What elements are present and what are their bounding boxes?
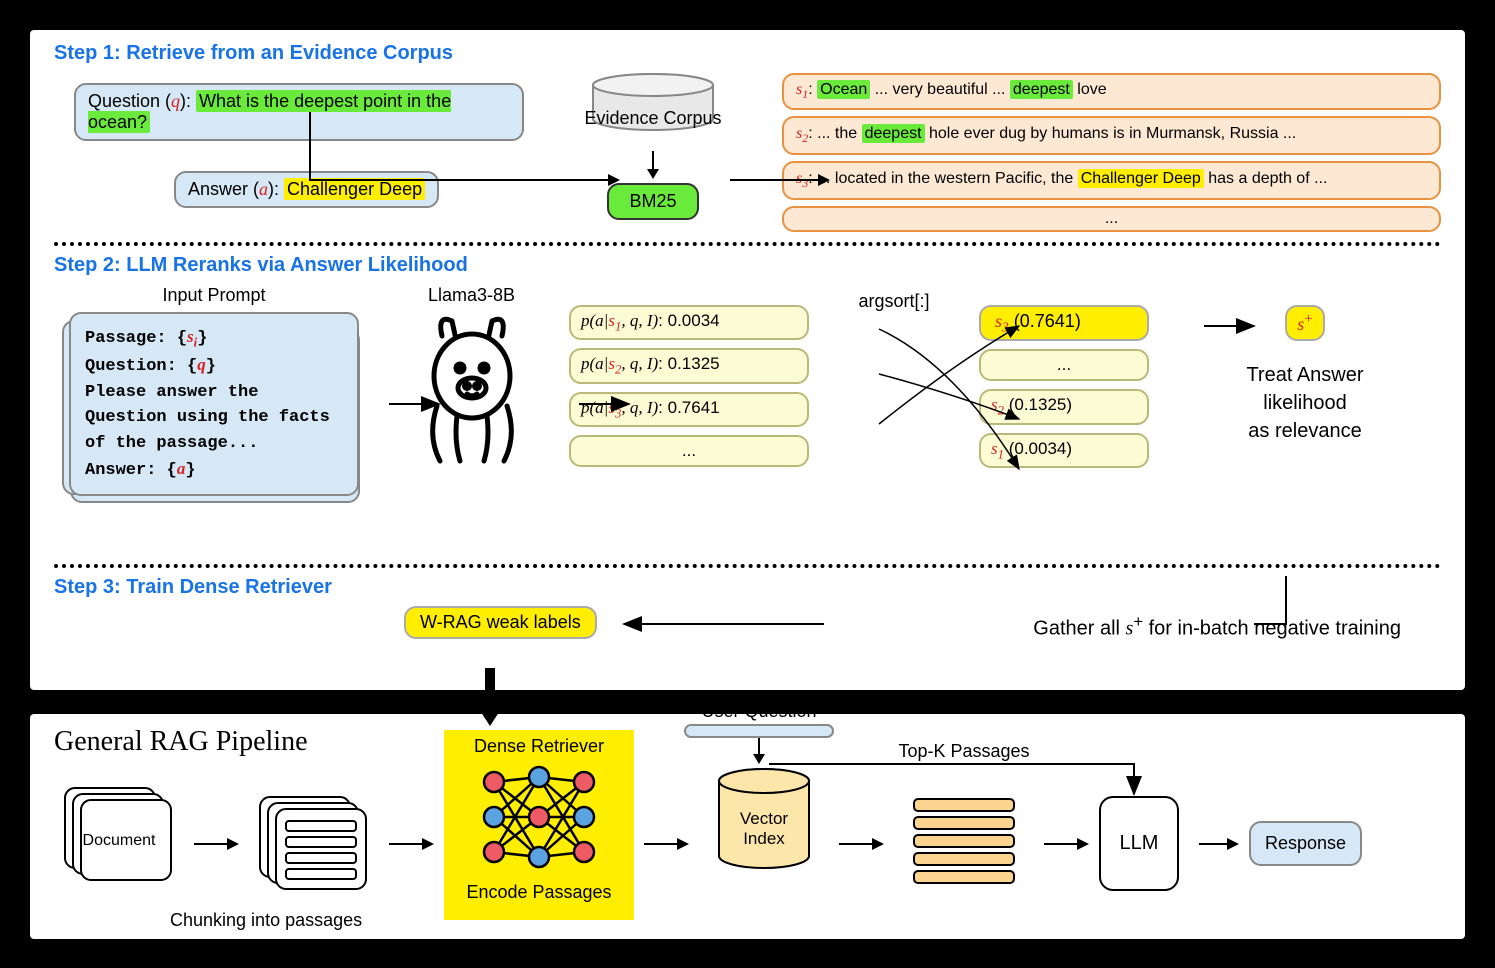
wrag-down-arrow-icon [470, 668, 510, 728]
step3-section: Step 3: Train Dense Retriever W-RAG weak… [54, 576, 1441, 646]
document-col: Document [54, 782, 184, 905]
userq-to-llm-arrow [769, 756, 1169, 801]
sorted-3: s1 (0.0034) [979, 433, 1149, 468]
encode-label: Encode Passages [452, 882, 626, 903]
step1-section: Step 1: Retrieve from an Evidence Corpus… [54, 42, 1441, 232]
probs-col: p(a|s1, q, I): 0.0034 p(a|s2, q, I): 0.1… [569, 285, 809, 467]
separator-2 [54, 564, 1441, 568]
top-panel: Step 1: Retrieve from an Evidence Corpus… [30, 30, 1465, 690]
response-box: Response [1249, 821, 1362, 866]
step1-title: Step 1: Retrieve from an Evidence Corpus [54, 42, 1441, 65]
result-s1: s1: Ocean ... very beautiful ... deepest… [782, 73, 1441, 110]
step1-results-col: s1: Ocean ... very beautiful ... deepest… [782, 73, 1441, 232]
prob-ellipsis: ... [569, 435, 809, 467]
llm-name: Llama3-8B [394, 285, 549, 306]
corpus-label: Evidence Corpus [548, 108, 758, 129]
step1-mid-col: Evidence Corpus BM25 [548, 73, 758, 220]
vector-index-label: VectorIndex [699, 809, 829, 850]
input-prompt-label: Input Prompt [54, 285, 374, 306]
arrow-icon [194, 834, 239, 854]
bm25-box: BM25 [607, 183, 698, 220]
question-bubble: Question (q): What is the deepest point … [74, 83, 524, 141]
answer-bubble: Answer (a): Challenger Deep [174, 171, 439, 208]
arrow-icon [839, 834, 884, 854]
sorted-2: s2 (0.1325) [979, 389, 1149, 424]
passages-stack-icon [254, 791, 374, 891]
passages-col [249, 791, 379, 896]
answer-text: Challenger Deep [284, 178, 425, 200]
prob-3: p(a|s3, q, I): 0.7641 [569, 392, 809, 427]
argsort-col: argsort[:] [829, 285, 959, 312]
sorted-1: s3 (0.7641) [979, 305, 1149, 342]
arrow-icon [389, 834, 434, 854]
userq-label: User Question [679, 701, 839, 722]
step1-qa-col: Question (q): What is the deepest point … [54, 73, 524, 208]
arrow-icon [1199, 834, 1239, 854]
result-s2: s2: ... the deepest hole ever dug by hum… [782, 116, 1441, 155]
wrag-box: W-RAG weak labels [404, 606, 597, 639]
userq-bar [684, 724, 834, 738]
step3-title: Step 3: Train Dense Retriever [54, 576, 1441, 599]
prompt-col: Input Prompt Passage: {si} Question: {q}… [54, 285, 374, 496]
splus-box: s+ [1285, 305, 1324, 341]
relevance-note: Treat Answer likelihood as relevance [1169, 361, 1441, 445]
sorted-col: s3 (0.7641) ... s2 (0.1325) s1 (0.0034) [979, 285, 1149, 468]
prob-1: p(a|s1, q, I): 0.0034 [569, 305, 809, 340]
sorted-ellipsis: ... [979, 349, 1149, 381]
chunking-label: Chunking into passages [170, 910, 362, 931]
gather-text: Gather all s+ for in-batch negative trai… [1033, 612, 1401, 641]
llm-col: Llama3-8B [394, 285, 549, 471]
prob-2: p(a|s2, q, I): 0.1325 [569, 348, 809, 383]
prompt-card: Passage: {si} Question: {q} Please answe… [69, 312, 359, 496]
step2-title: Step 2: LLM Reranks via Answer Likelihoo… [54, 254, 1441, 277]
step2-section: Step 2: LLM Reranks via Answer Likelihoo… [54, 254, 1441, 554]
arrow-icon [1044, 834, 1089, 854]
answer-label: Answer (a): [188, 179, 284, 199]
document-label: Document [54, 832, 184, 850]
arrow-down-icon [643, 151, 663, 179]
llama-icon [412, 306, 532, 466]
bottom-panel: General RAG Pipeline Document [30, 714, 1465, 939]
result-s3: s3: ... located in the western Pacific, … [782, 161, 1441, 200]
neural-net-icon [464, 757, 614, 877]
arrow-down-icon [749, 738, 769, 764]
separator-1 [54, 242, 1441, 246]
topk-bars-icon [904, 791, 1024, 891]
argsort-label: argsort[:] [829, 291, 959, 312]
dense-label: Dense Retriever [452, 736, 626, 757]
arrow-icon [644, 834, 689, 854]
llm-box: LLM [1099, 796, 1179, 891]
result-ellipsis: ... [782, 206, 1441, 232]
dense-retriever-block: Dense Retriever Encode Passages [444, 730, 634, 920]
splus-col: s+ Treat Answer likelihood as relevance [1169, 285, 1441, 445]
question-label: Question (q): [88, 91, 196, 111]
llm-col2: LLM [1099, 796, 1189, 891]
topk-col: Top-K Passages [894, 791, 1034, 896]
